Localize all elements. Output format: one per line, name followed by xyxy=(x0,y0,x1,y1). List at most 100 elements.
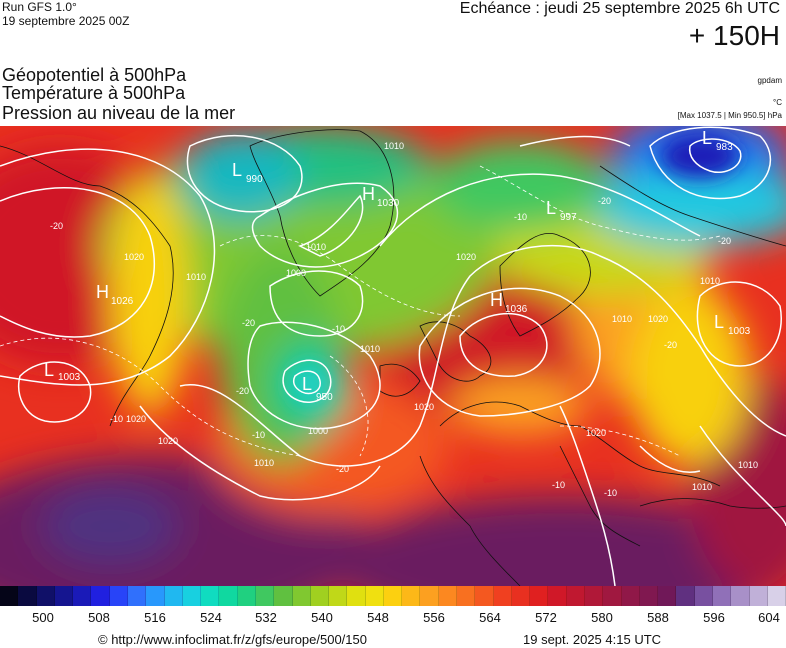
unit-geopotential: gpdam xyxy=(757,76,782,85)
svg-text:L: L xyxy=(302,374,312,394)
svg-text:1010: 1010 xyxy=(186,272,206,282)
color-swatch xyxy=(603,586,622,606)
color-swatch xyxy=(475,586,494,606)
svg-text:-20: -20 xyxy=(50,221,63,231)
scale-tick-label: 524 xyxy=(200,610,222,625)
low-center-scandinavia: L 997 xyxy=(546,198,577,223)
pressure-extrema: [Max 1037.5 | Min 950.5] hPa xyxy=(677,111,782,120)
color-swatch xyxy=(255,586,275,606)
isobar-labels: 1010 1020 1020 1010 1000 1010 1020 1010 … xyxy=(124,141,758,492)
svg-text:1010: 1010 xyxy=(692,482,712,492)
color-swatch xyxy=(749,586,768,606)
scale-tick-label: 516 xyxy=(144,610,166,625)
svg-text:997: 997 xyxy=(560,212,577,223)
color-swatch xyxy=(365,586,384,606)
svg-text:-20: -20 xyxy=(664,340,677,350)
color-swatch xyxy=(292,586,311,606)
title-geopotential: Géopotentiel à 500hPa xyxy=(2,65,187,85)
svg-text:1026: 1026 xyxy=(111,296,134,307)
svg-text:1000: 1000 xyxy=(286,268,306,278)
svg-text:1010: 1010 xyxy=(738,460,758,470)
svg-text:1020: 1020 xyxy=(456,252,476,262)
svg-text:1030: 1030 xyxy=(377,198,400,209)
pressure-centers: L 990 H 1030 L 983 L 997 H 1026 H 1036 xyxy=(44,128,751,403)
color-swatch xyxy=(548,586,567,606)
color-swatch xyxy=(54,586,74,606)
scale-tick-label: 500 xyxy=(32,610,54,625)
isobars xyxy=(0,126,786,586)
color-swatch xyxy=(676,586,695,606)
scale-tick-label: 588 xyxy=(647,610,669,625)
svg-text:L: L xyxy=(232,160,242,180)
scale-tick-label: 572 xyxy=(535,610,557,625)
low-center-barents: L 983 xyxy=(702,128,733,153)
color-scale-bar xyxy=(0,586,786,606)
forecast-valid-time: Echéance : jeudi 25 septembre 2025 6h UT… xyxy=(459,0,780,17)
svg-text:-20: -20 xyxy=(598,196,611,206)
color-swatch xyxy=(36,586,55,606)
title-temperature: Température à 500hPa xyxy=(2,83,186,103)
svg-text:1020: 1020 xyxy=(586,428,606,438)
svg-text:1036: 1036 xyxy=(505,304,528,315)
color-swatch xyxy=(621,586,640,606)
forecast-horizon: + 150H xyxy=(688,20,780,51)
svg-text:-10: -10 xyxy=(604,488,617,498)
svg-text:1010: 1010 xyxy=(612,314,632,324)
high-center-america: H 1026 xyxy=(96,282,134,307)
generation-timestamp: 19 sept. 2025 4:15 UTC xyxy=(523,632,662,647)
svg-text:1003: 1003 xyxy=(728,326,751,337)
svg-text:1010: 1010 xyxy=(700,276,720,286)
high-center-north-sea: H 1036 xyxy=(490,290,528,315)
color-swatch xyxy=(658,586,677,606)
svg-text:1020: 1020 xyxy=(414,402,434,412)
scale-tick-label: 604 xyxy=(758,610,780,625)
svg-text:1000: 1000 xyxy=(308,426,328,436)
color-swatch xyxy=(712,586,732,606)
svg-text:L: L xyxy=(714,312,724,332)
scale-tick-label: 564 xyxy=(479,610,501,625)
scale-tick-label: 580 xyxy=(591,610,613,625)
svg-text:-10: -10 xyxy=(514,212,527,222)
color-swatch xyxy=(420,586,439,606)
low-center-greenland-sw: L 990 xyxy=(232,160,263,185)
color-swatch xyxy=(127,586,147,606)
color-swatch xyxy=(0,586,19,606)
svg-text:1010: 1010 xyxy=(306,242,326,252)
scale-tick-label: 548 xyxy=(367,610,389,625)
color-swatch xyxy=(694,586,713,606)
svg-text:-20: -20 xyxy=(718,236,731,246)
color-swatch xyxy=(109,586,128,606)
color-swatch xyxy=(91,586,110,606)
color-swatch xyxy=(146,586,165,606)
svg-text:950: 950 xyxy=(316,392,333,403)
svg-text:L: L xyxy=(44,360,54,380)
color-swatch xyxy=(530,586,549,606)
svg-text:H: H xyxy=(362,184,375,204)
color-swatch xyxy=(402,586,421,606)
svg-text:L: L xyxy=(702,128,712,148)
weather-map-canvas: L 990 H 1030 L 983 L 997 H 1026 H 1036 xyxy=(0,126,786,586)
unit-temperature: °C xyxy=(773,98,782,107)
source-credit: © http://www.infoclimat.fr/z/gfs/europe/… xyxy=(98,632,367,647)
color-swatch xyxy=(219,586,238,606)
svg-text:L: L xyxy=(546,198,556,218)
svg-text:H: H xyxy=(96,282,109,302)
color-swatch xyxy=(767,586,786,606)
svg-text:1010: 1010 xyxy=(254,458,274,468)
svg-text:-20: -20 xyxy=(236,386,249,396)
title-pressure: Pression au niveau de la mer xyxy=(2,103,236,123)
color-swatch xyxy=(274,586,293,606)
isotherms xyxy=(0,165,721,457)
color-swatch xyxy=(310,586,330,606)
scale-tick-label: 508 xyxy=(88,610,110,625)
low-center-west-atlantic: L 1003 xyxy=(44,360,81,383)
color-swatch xyxy=(18,586,37,606)
color-swatch xyxy=(347,586,366,606)
color-swatch xyxy=(511,586,531,606)
color-swatch xyxy=(566,586,585,606)
svg-text:1010: 1010 xyxy=(360,344,380,354)
coastlines xyxy=(0,129,786,586)
color-swatch xyxy=(585,586,604,606)
svg-text:-20: -20 xyxy=(242,318,255,328)
color-swatch xyxy=(457,586,476,606)
